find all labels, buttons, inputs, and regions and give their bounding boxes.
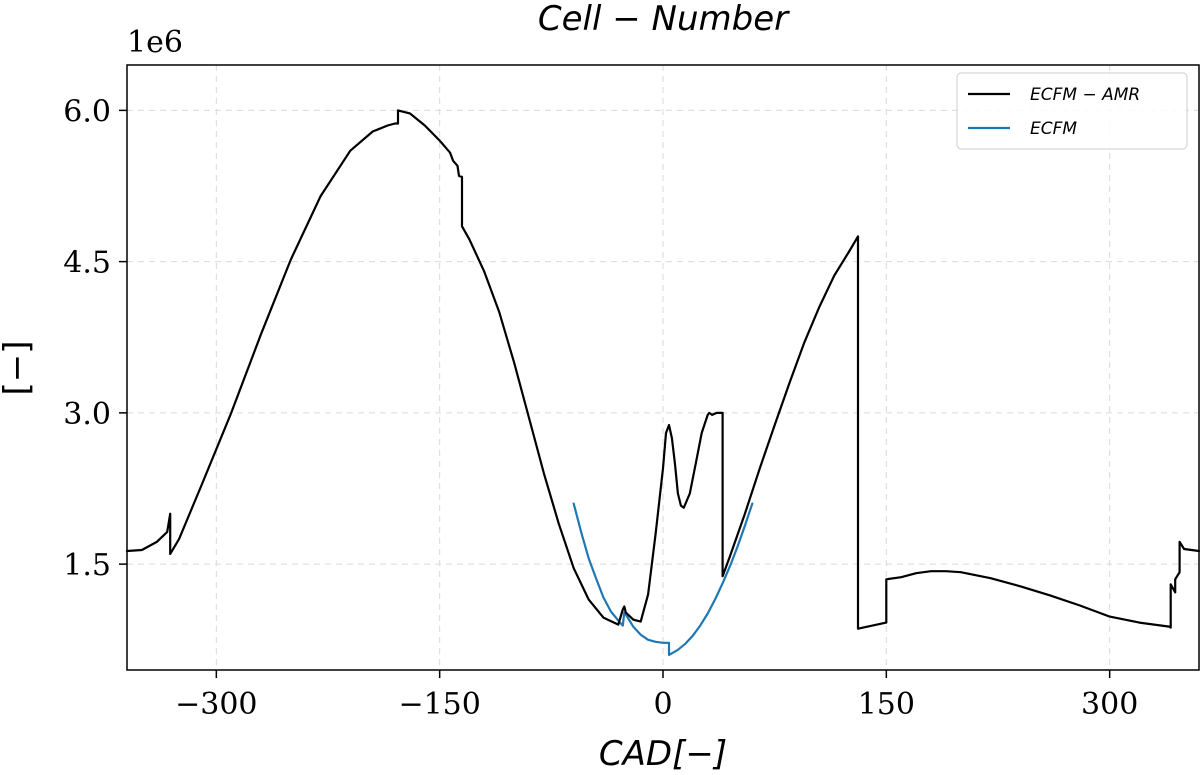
chart-title: Cell − Number (538, 0, 790, 39)
series-line-ecfm (572, 502, 754, 657)
x-tick-label: 150 (858, 687, 915, 722)
series-line-ecfm-amr (125, 109, 1200, 630)
legend-label-ecfm: ECFM (1030, 119, 1077, 139)
y-tick-label: 3.0 (63, 397, 111, 432)
y-tick-label: 4.5 (63, 246, 111, 281)
legend-label-ecfm-amr: ECFM − AMR (1030, 85, 1140, 105)
x-axis-label: CAD[−] (599, 734, 727, 774)
x-tick-label: −300 (175, 687, 257, 722)
axis-tick-labels: −300 −150 0 150 300 1.5 3.0 4.5 6.0 (63, 94, 1138, 722)
grid-lines (127, 65, 1199, 670)
legend-box (956, 72, 1188, 150)
plot-series (125, 109, 1200, 657)
y-tick-label: 6.0 (63, 94, 111, 129)
y-offset-label: 1e6 (127, 25, 183, 60)
y-tick-label: 1.5 (63, 548, 111, 583)
x-tick-label: −150 (398, 687, 480, 722)
axis-ticks (119, 109, 1111, 678)
y-axis-label: [−] (0, 340, 37, 395)
x-tick-label: 0 (653, 687, 672, 722)
legend: ECFM − AMR ECFM (956, 72, 1188, 150)
x-tick-label: 300 (1081, 687, 1138, 722)
